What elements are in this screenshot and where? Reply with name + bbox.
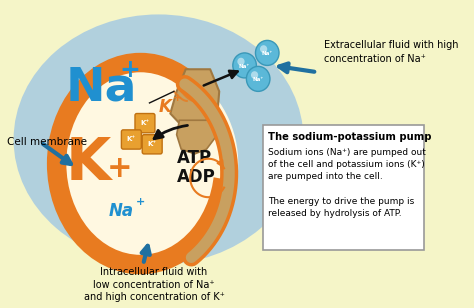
FancyBboxPatch shape bbox=[121, 130, 141, 149]
Wedge shape bbox=[140, 84, 227, 180]
Text: Na: Na bbox=[109, 202, 134, 220]
Circle shape bbox=[237, 58, 245, 65]
Text: K⁺: K⁺ bbox=[140, 120, 149, 126]
Text: K⁺: K⁺ bbox=[127, 136, 136, 143]
Circle shape bbox=[255, 40, 279, 65]
Circle shape bbox=[246, 67, 270, 91]
Text: +: + bbox=[107, 154, 133, 183]
Ellipse shape bbox=[56, 63, 224, 265]
FancyBboxPatch shape bbox=[135, 114, 155, 133]
Text: K: K bbox=[65, 135, 110, 192]
Wedge shape bbox=[140, 79, 238, 172]
Text: Na⁺: Na⁺ bbox=[253, 77, 264, 82]
Circle shape bbox=[233, 53, 256, 78]
Text: Na⁺: Na⁺ bbox=[262, 51, 273, 56]
Text: ATP: ATP bbox=[177, 149, 212, 167]
Text: Intracellular fluid with
low concentration of Na⁺
and high concentration of K⁺: Intracellular fluid with low concentrati… bbox=[83, 267, 225, 302]
Polygon shape bbox=[177, 120, 218, 154]
Text: +: + bbox=[173, 93, 182, 103]
Circle shape bbox=[260, 45, 267, 53]
Text: +: + bbox=[119, 58, 140, 82]
Text: Na⁺: Na⁺ bbox=[239, 64, 250, 69]
Text: K⁺: K⁺ bbox=[147, 141, 157, 147]
Text: Sodium ions (Na⁺) are pumped out
of the cell and potassium ions (K⁺)
are pumped : Sodium ions (Na⁺) are pumped out of the … bbox=[268, 148, 426, 218]
Text: The sodium-potassium pump: The sodium-potassium pump bbox=[268, 132, 432, 142]
FancyBboxPatch shape bbox=[263, 125, 424, 250]
FancyBboxPatch shape bbox=[142, 135, 162, 154]
Polygon shape bbox=[170, 69, 219, 125]
Text: Na: Na bbox=[65, 65, 137, 110]
Text: Extracellular fluid with high
concentration of Na⁺: Extracellular fluid with high concentrat… bbox=[324, 40, 459, 64]
Ellipse shape bbox=[14, 14, 303, 265]
Circle shape bbox=[251, 71, 258, 79]
Text: +: + bbox=[136, 197, 145, 207]
Text: ADP: ADP bbox=[177, 168, 215, 186]
Text: K: K bbox=[158, 98, 172, 116]
Text: Cell membrane: Cell membrane bbox=[7, 137, 87, 147]
